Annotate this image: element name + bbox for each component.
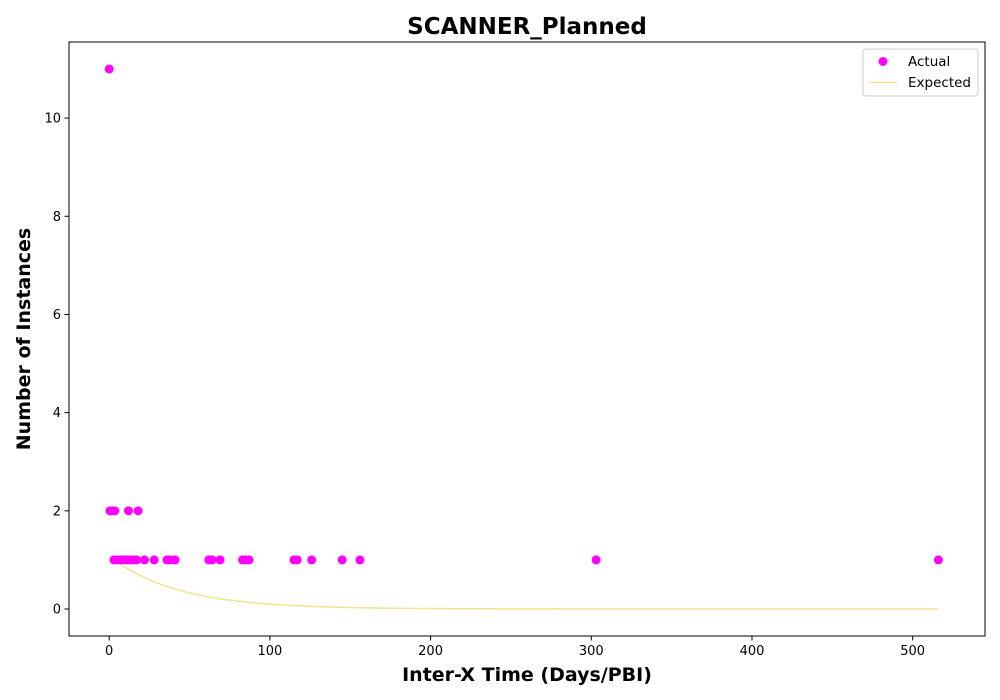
actual-series: [104, 64, 943, 565]
x-axis-label: Inter-X Time (Days/PBI): [402, 664, 652, 686]
y-tick-label: 8: [53, 210, 61, 225]
actual-point: [133, 506, 143, 516]
actual-point: [207, 555, 217, 565]
x-tick-label: 200: [418, 644, 443, 659]
actual-point: [337, 555, 347, 565]
actual-point: [355, 555, 365, 565]
actual-point: [170, 555, 180, 565]
legend-actual-marker: [878, 57, 888, 66]
actual-point: [140, 555, 150, 565]
y-tick-label: 4: [53, 406, 61, 421]
y-tick-label: 6: [53, 308, 61, 323]
x-tick-label: 100: [257, 644, 282, 659]
actual-point: [307, 555, 317, 565]
actual-point: [591, 555, 601, 565]
y-axis-label: Number of Instances: [13, 228, 35, 450]
actual-point: [244, 555, 254, 565]
x-tick-label: 500: [900, 644, 925, 659]
x-tick-label: 0: [105, 644, 113, 659]
y-tick-label: 0: [53, 603, 61, 618]
actual-point: [149, 555, 159, 565]
y-tick-label: 10: [44, 112, 61, 127]
legend-box: [862, 48, 979, 97]
y-axis: 0 2 4 6 8 10: [44, 112, 69, 618]
actual-point: [104, 64, 114, 74]
actual-point: [131, 555, 141, 565]
expected-line: [108, 555, 939, 610]
actual-point: [123, 506, 133, 516]
x-tick-label: 300: [579, 644, 604, 659]
legend-actual-label: Actual: [908, 54, 950, 70]
actual-point: [292, 555, 302, 565]
legend: Actual Expected: [862, 48, 979, 97]
legend-expected-label: Expected: [908, 75, 971, 91]
actual-point: [215, 555, 225, 565]
plot-frame: [68, 41, 986, 637]
chart-title: SCANNER_Planned: [407, 14, 647, 40]
plot-area: [68, 41, 986, 637]
expected-series: [108, 555, 939, 610]
actual-point: [110, 506, 120, 516]
actual-point: [933, 555, 943, 565]
x-axis: 0 100 200 300 400 500: [105, 636, 925, 659]
x-tick-label: 400: [740, 644, 765, 659]
y-tick-label: 2: [53, 504, 61, 519]
